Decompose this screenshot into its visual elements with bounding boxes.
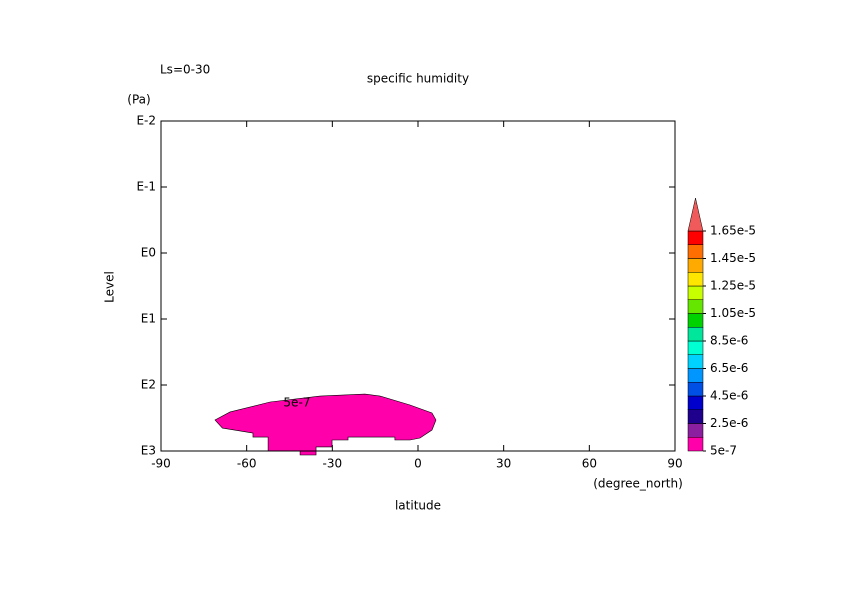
colorbar-swatch — [687, 354, 704, 369]
x-unit: (degree_north) — [593, 477, 683, 491]
colorbar-swatch — [687, 272, 704, 287]
x-tick-label: 30 — [496, 457, 511, 471]
plot-frame — [160, 120, 676, 452]
colorbar-over — [687, 197, 704, 232]
colorbar-swatch — [687, 258, 704, 273]
y-tick-label: E1 — [141, 312, 156, 326]
x-tick-label: 0 — [414, 457, 422, 471]
colorbar-swatch — [687, 327, 704, 342]
colorbar-label: 8.5e-6 — [710, 334, 748, 348]
y-tick-label: E-2 — [136, 114, 156, 128]
colorbar-label: 1.65e-5 — [710, 224, 756, 238]
annotation: Ls=0-30 — [160, 63, 210, 77]
colorbar-swatch — [687, 244, 704, 259]
colorbar-label: 5e-7 — [710, 444, 737, 458]
colorbar-label: 1.45e-5 — [710, 251, 756, 265]
colorbar-label: 4.5e-6 — [710, 389, 748, 403]
colorbar-swatch — [687, 313, 704, 328]
chart-title: specific humidity — [367, 72, 469, 86]
y-unit: (Pa) — [127, 93, 150, 107]
colorbar-swatch — [687, 368, 704, 383]
x-axis-label: latitude — [395, 499, 441, 513]
colorbar-label: 1.25e-5 — [710, 279, 756, 293]
filled-region — [214, 393, 437, 456]
colorbar-swatch — [687, 285, 704, 300]
colorbar-label: 1.05e-5 — [710, 306, 756, 320]
colorbar-swatch — [687, 437, 704, 452]
x-tick-label: -60 — [237, 457, 257, 471]
colorbar-label: 2.5e-6 — [710, 416, 748, 430]
y-tick-label: E3 — [141, 444, 156, 458]
colorbar-swatch — [687, 382, 704, 397]
colorbar-swatch — [687, 395, 704, 410]
colorbar-label: 6.5e-6 — [710, 361, 748, 375]
colorbar-swatch — [687, 340, 704, 355]
colorbar-swatch — [687, 299, 704, 314]
colorbar-swatch — [687, 409, 704, 424]
x-tick-label: 60 — [582, 457, 597, 471]
y-tick-label: E-1 — [136, 180, 156, 194]
y-axis-label: Level — [103, 271, 117, 303]
x-tick-label: 90 — [667, 457, 682, 471]
x-tick-label: -30 — [323, 457, 343, 471]
contour-label: 5e-7 — [283, 396, 310, 410]
colorbar-swatch — [687, 423, 704, 438]
colorbar-swatch — [687, 230, 704, 245]
x-tick-label: -90 — [151, 457, 171, 471]
y-tick-label: E0 — [141, 246, 156, 260]
y-tick-label: E2 — [141, 378, 156, 392]
